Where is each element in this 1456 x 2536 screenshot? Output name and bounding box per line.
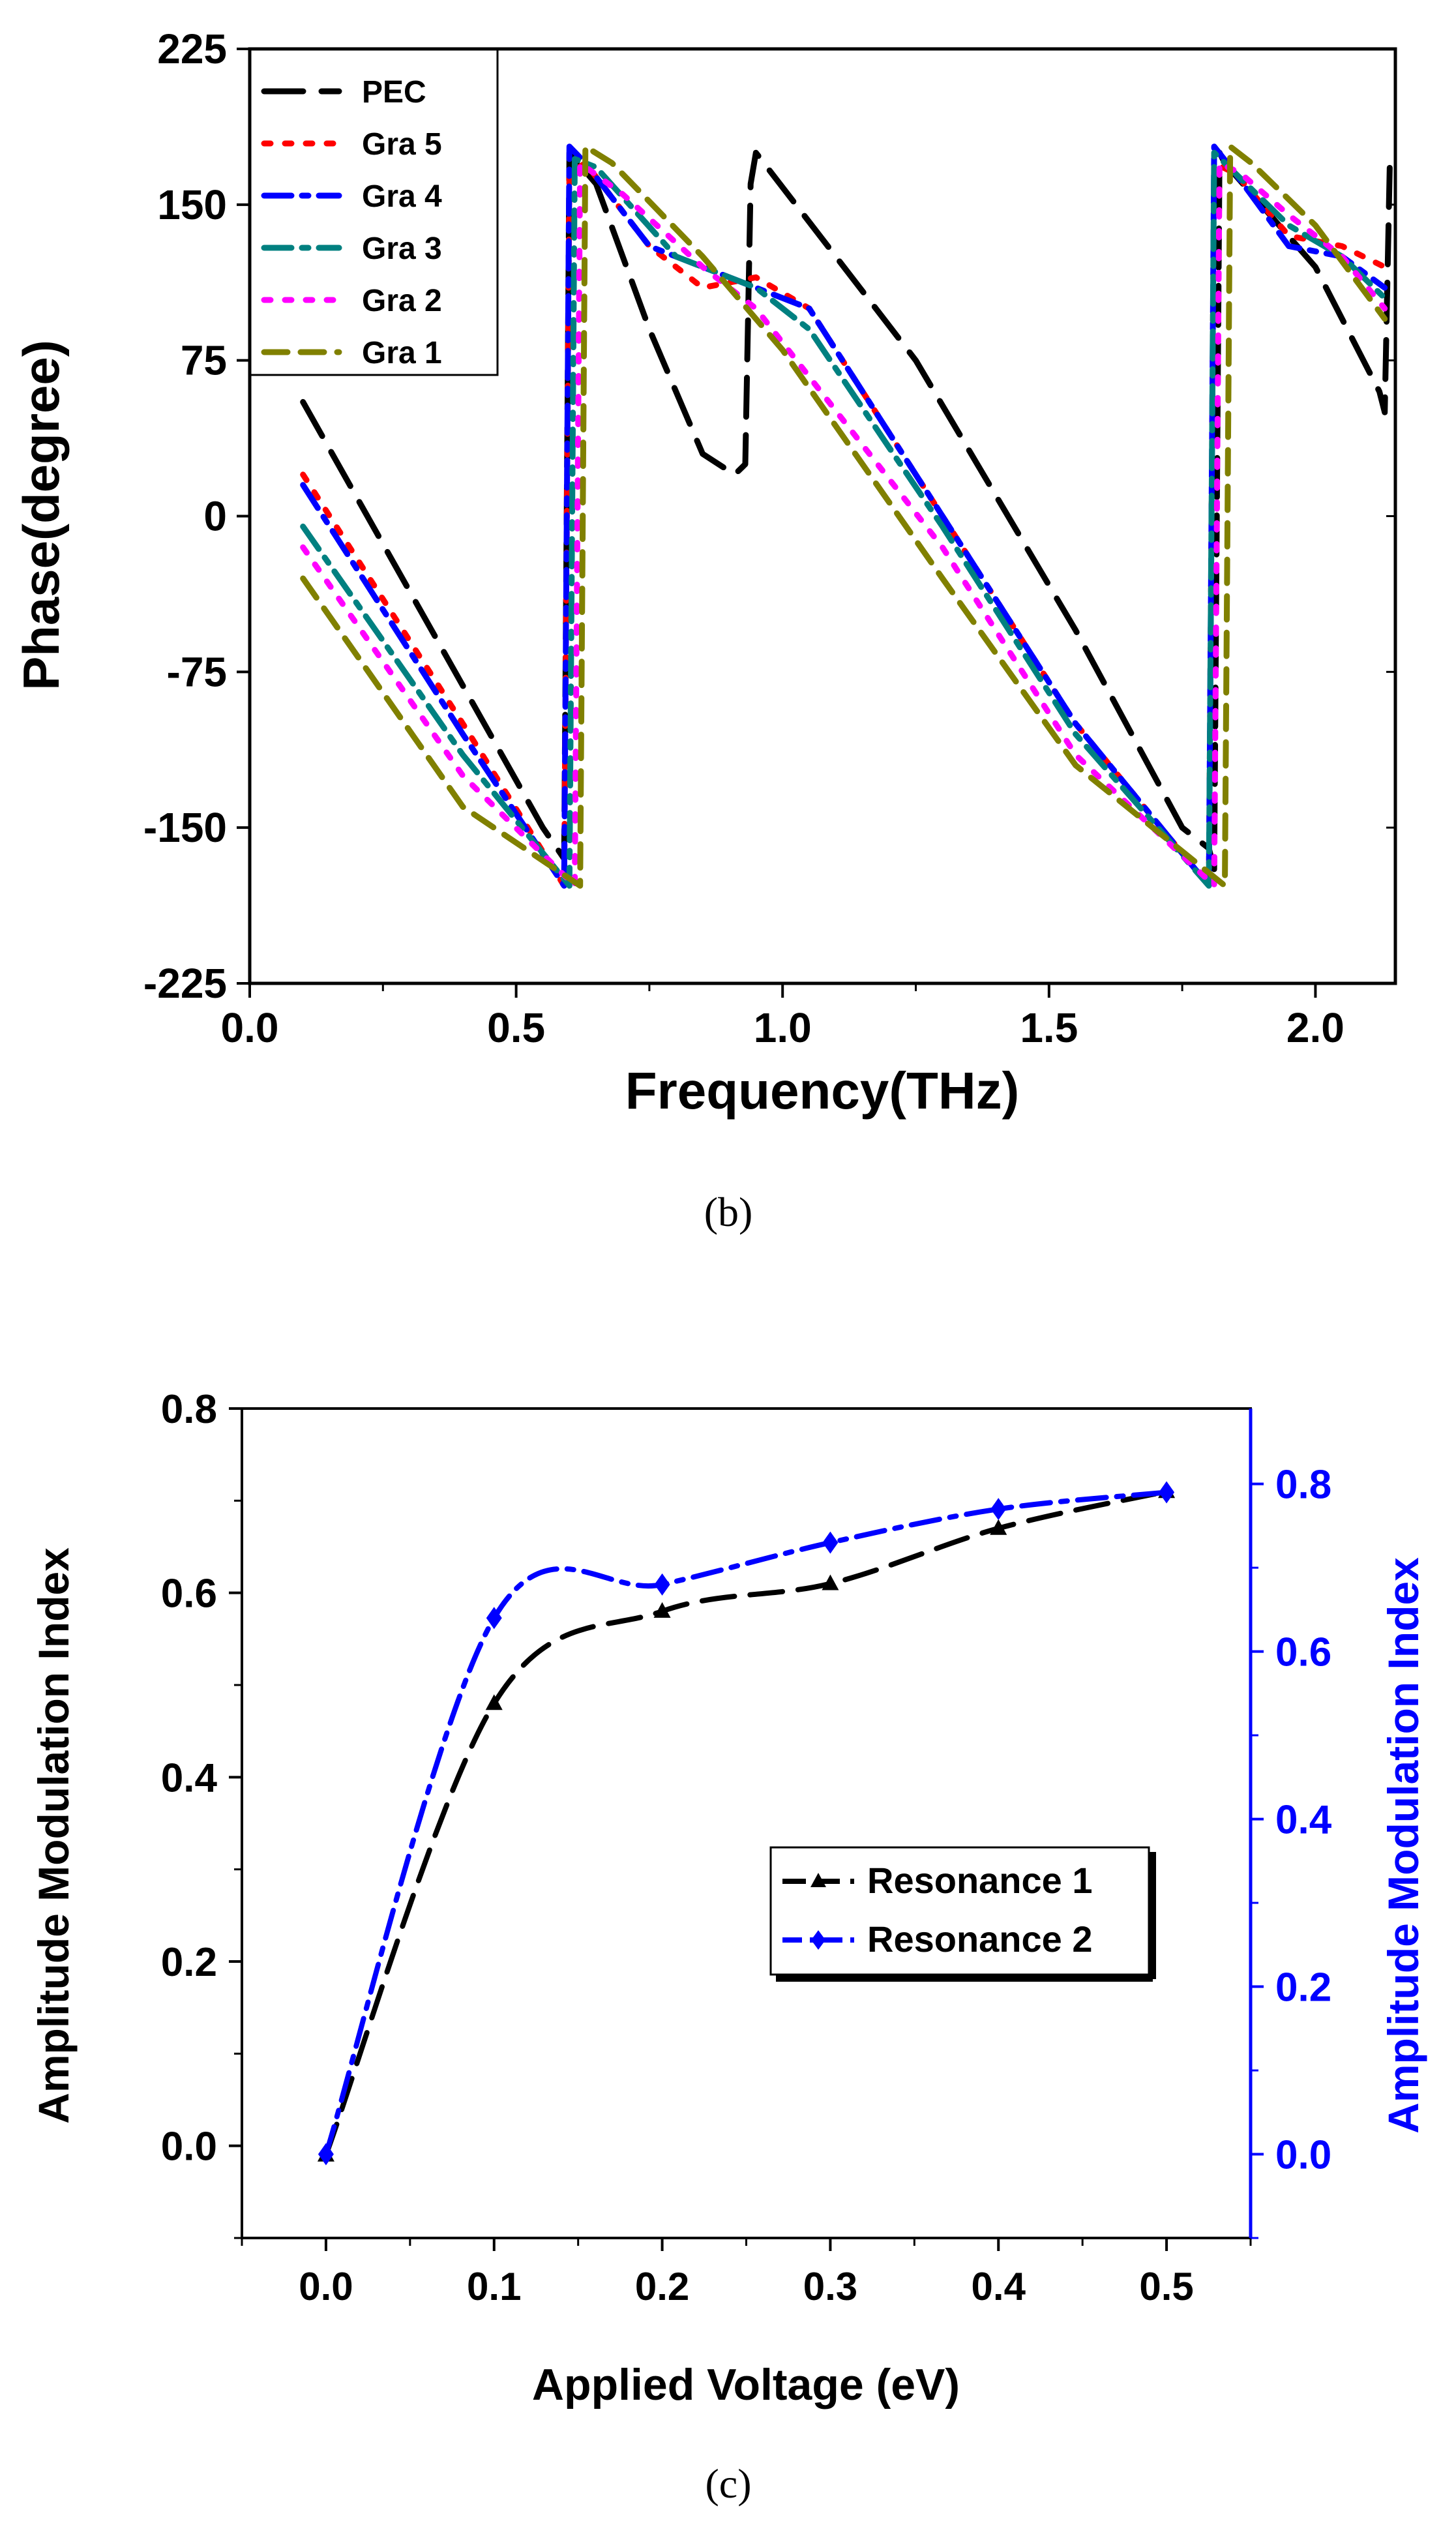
modulation-y-tick-label-left: 0.4 (161, 1755, 218, 1800)
modulation-legend-marker (811, 1930, 825, 1950)
phase-x-tick-label: 0.0 (221, 1004, 279, 1051)
phase-x-tick-label: 1.5 (1020, 1004, 1078, 1051)
resonance-2-marker (822, 1531, 839, 1554)
modulation-chart: 0.0 0.1 0.2 0.3 0.4 0.5 0.0 0.2 0.4 0.6 0.8 0.0 0.2 0… (29, 1387, 1427, 2507)
resonance-2-marker (486, 1607, 502, 1630)
resonance-1-marker (485, 1694, 503, 1710)
modulation-x-tick-label: 0.5 (1139, 2265, 1193, 2308)
modulation-plot-frame (241, 1407, 1252, 2239)
modulation-x-axis-title: Applied Voltage (eV) (532, 2360, 960, 2409)
phase-series-gra-3 (300, 149, 1388, 889)
modulation-legend: Resonance 1 Resonance 2 (769, 1846, 1156, 1982)
phase-y-tick-label: -225 (143, 960, 227, 1007)
phase-y-tick-label: 225 (157, 25, 227, 72)
phase-legend-label: Gra 3 (362, 231, 442, 266)
phase-legend-label: Gra 4 (362, 179, 442, 214)
modulation-y-tick-label-left: 0.8 (161, 1387, 217, 1432)
modulation-y-tick-label-right: 0.8 (1275, 1463, 1331, 1508)
modulation-y-tick-label-left: 0.6 (161, 1572, 217, 1617)
phase-x-axis-title: Frequency(THz) (625, 1062, 1020, 1120)
modulation-x-tick-label: 0.2 (635, 2265, 689, 2308)
modulation-legend-marker (810, 1873, 826, 1887)
modulation-legend-label: Resonance 2 (867, 1918, 1093, 1960)
modulation-x-tick-label: 0.1 (467, 2265, 521, 2308)
phase-y-tick-label: -150 (143, 804, 227, 851)
phase-legend: PEC Gra 5 Gra 4 Gra 3 Gra 2 Gra 1 (248, 48, 499, 376)
modulation-series-resonance-1 (323, 1489, 1170, 2158)
phase-y-tick-label: -75 (167, 648, 228, 695)
phase-legend-label: Gra 5 (362, 127, 442, 162)
modulation-x-tick-label: 0.4 (972, 2265, 1026, 2308)
modulation-y-tick-label-left: 0.0 (161, 2125, 217, 2170)
phase-legend-label: Gra 2 (362, 284, 442, 318)
modulation-x-tick-label: 0.0 (299, 2265, 353, 2308)
modulation-legend-box (769, 1846, 1150, 1976)
modulation-x-tick-label: 0.3 (803, 2265, 857, 2308)
phase-legend-label: Gra 1 (362, 336, 442, 370)
phase-x-tick-label: 1.0 (754, 1004, 812, 1051)
resonance-1-marker (990, 1519, 1007, 1535)
phase-y-tick-label: 150 (157, 181, 227, 228)
phase-legend-box (248, 48, 499, 376)
phase-series-gra-1 (300, 143, 1388, 889)
modulation-y-tick-label-left: 0.2 (161, 1940, 217, 1985)
modulation-y-tick-label-right: 0.2 (1275, 1965, 1331, 2010)
modulation-y-tick-label-right: 0.6 (1275, 1630, 1331, 1675)
phase-x-tick-label: 2.0 (1286, 1004, 1345, 1051)
phase-y-tick-label: 75 (181, 337, 227, 384)
phase-legend-label: PEC (362, 75, 426, 110)
phase-y-tick-label: 0 (203, 493, 227, 540)
modulation-y-axis-title-right: Amplitude Modulation Index (1379, 1557, 1427, 2134)
resonance-2-marker (318, 2143, 334, 2166)
phase-y-axis-title: Phase(degree) (12, 340, 70, 691)
resonance-1-marker (653, 1602, 671, 1618)
caption-b: (b) (704, 1189, 753, 1235)
phase-series-gra-4 (300, 143, 1388, 889)
caption-c: (c) (705, 2460, 751, 2507)
modulation-series-resonance-2 (323, 1489, 1170, 2157)
modulation-y-tick-label-right: 0.4 (1275, 1798, 1332, 1843)
resonance-2-marker (654, 1573, 670, 1596)
modulation-legend-label: Resonance 1 (867, 1860, 1093, 1901)
modulation-y-tick-label-right: 0.0 (1275, 2133, 1331, 2178)
resonance-1-marker (822, 1574, 839, 1590)
modulation-y-axis-title-left: Amplitude Modulation Index (29, 1547, 78, 2124)
phase-chart: 0.0 0.5 1.0 1.5 2.0 -225 -150 -75 0 75 150 225 Freq… (12, 25, 1397, 1235)
phase-x-tick-label: 0.5 (487, 1004, 545, 1051)
resonance-2-marker (990, 1498, 1007, 1521)
resonance-2-marker (1159, 1481, 1175, 1504)
phase-series-gra-2 (300, 160, 1388, 889)
